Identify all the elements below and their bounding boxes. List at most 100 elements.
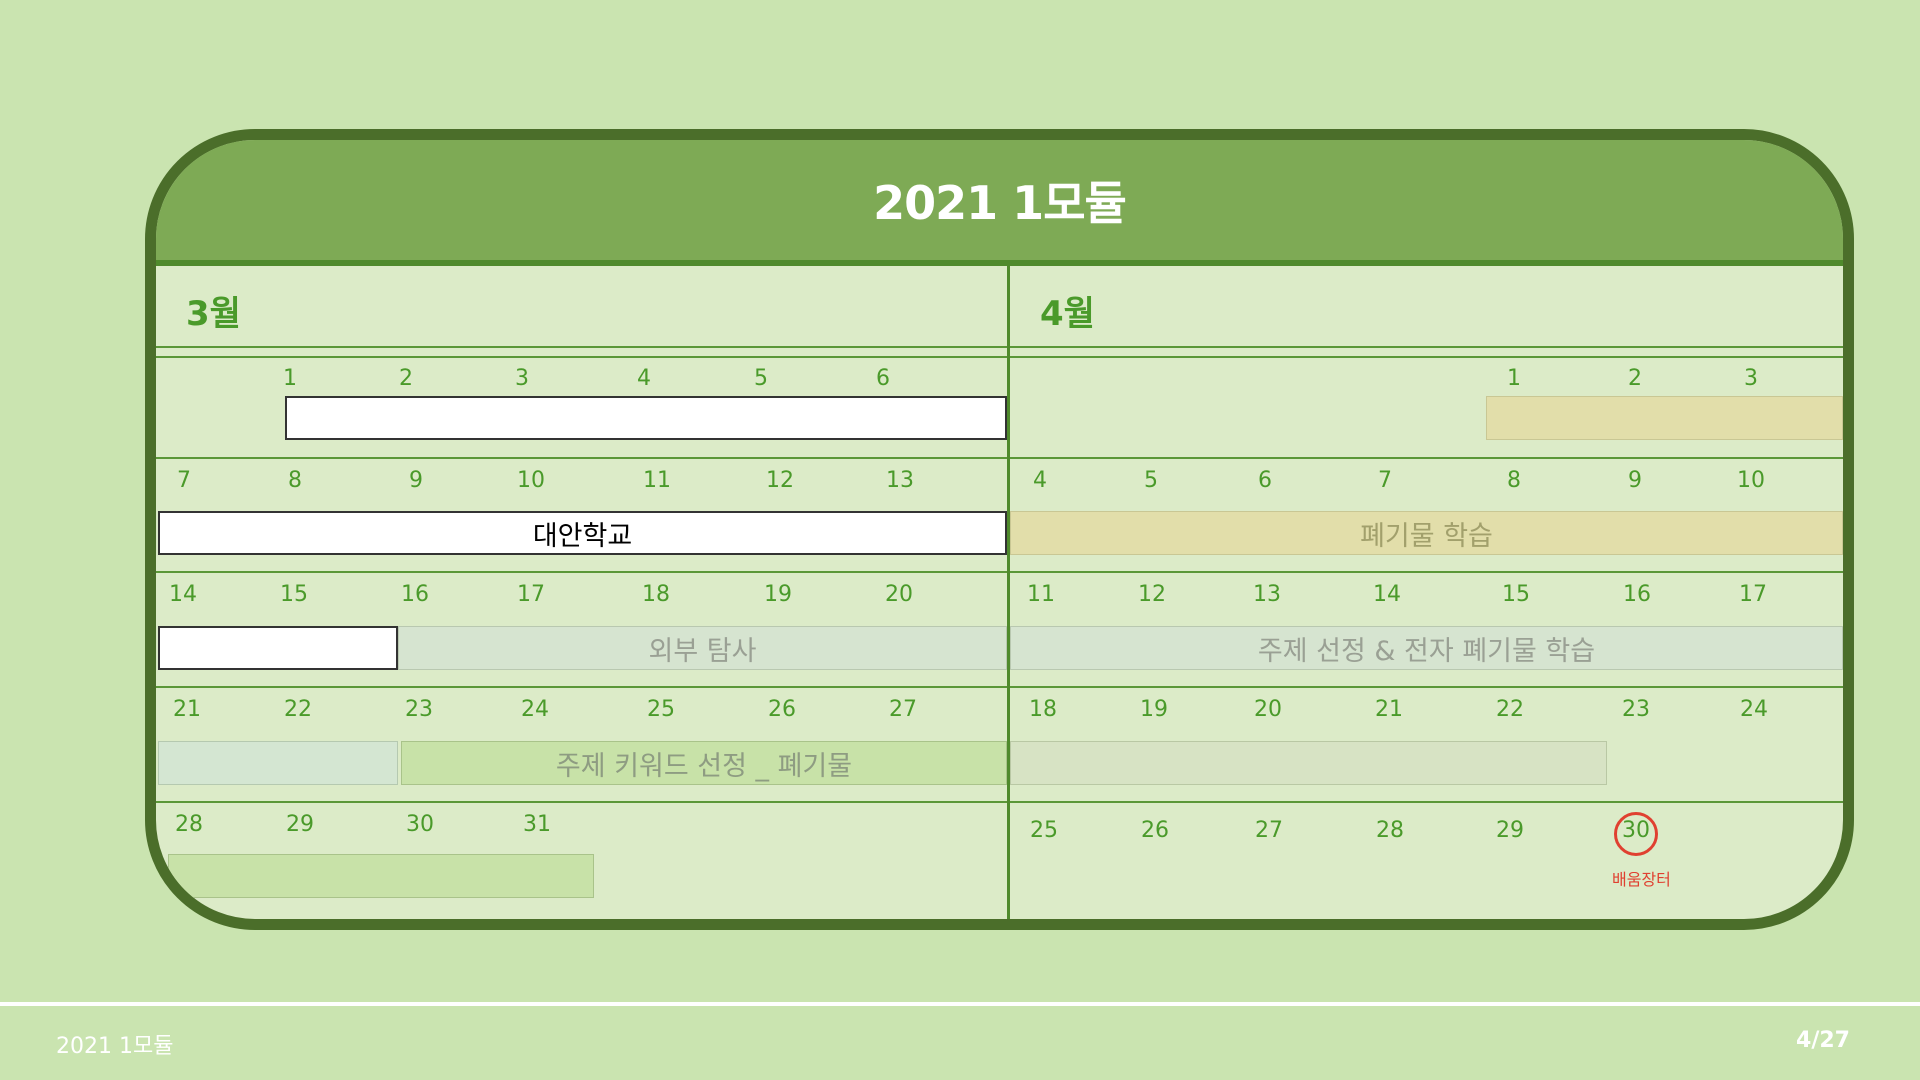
day-cell: 20 [1254,697,1282,722]
event-label: 주제 키워드 선정 _ 폐기물 [555,750,853,782]
day-cell: 28 [175,812,203,837]
month-label-april: 4월 [1040,294,1095,334]
day-cell: 28 [1376,818,1404,843]
divider-line [156,457,1007,459]
event-bar-blank[interactable] [168,854,594,898]
day-cell: 26 [768,697,796,722]
event-bar-blank[interactable] [158,741,398,785]
day-cell: 30 [406,812,434,837]
day-cell: 15 [1502,582,1530,607]
day-cell: 6 [876,366,890,391]
day-cell: 7 [1378,468,1392,493]
day-cell: 22 [284,697,312,722]
day-cell: 14 [1373,582,1401,607]
event-bar-waste-learning[interactable]: 폐기물 학습 [1010,511,1843,555]
day-cell: 2 [1628,366,1642,391]
day-cell: 5 [754,366,768,391]
event-bar-blank[interactable] [1010,741,1607,785]
divider-line [1010,457,1843,459]
divider-line [1010,356,1843,358]
event-bar-blank[interactable] [1486,396,1843,440]
month-divider [1007,266,1010,919]
event-bar-blank[interactable] [285,396,1007,440]
divider-line [156,801,1007,803]
day-cell: 12 [766,468,794,493]
day-cell: 24 [521,697,549,722]
month-label-march: 3월 [186,294,241,334]
day-cell: 27 [889,697,917,722]
event-bar-keyword-selection[interactable]: 주제 키워드 선정 _ 폐기물 [401,741,1007,785]
day-cell: 11 [1027,582,1055,607]
day-cell: 9 [409,468,423,493]
day-cell: 3 [515,366,529,391]
market-day-label: 배움장터 [1612,870,1671,889]
day-cell: 9 [1628,468,1642,493]
event-bar-outside-exploration[interactable]: 외부 탐사 [398,626,1007,670]
day-cell: 6 [1258,468,1272,493]
calendar-frame: 2021 1모듈 3월 1 2 3 4 5 6 7 8 9 10 11 12 1… [145,129,1854,930]
event-bar-blank[interactable] [158,626,398,670]
divider-line [1010,571,1843,573]
day-cell: 29 [1496,818,1524,843]
day-cell: 19 [1140,697,1168,722]
day-cell: 23 [405,697,433,722]
footer-title: 2021 1모듈 [56,1034,174,1059]
event-bar-daean-school[interactable]: 대안학교 [158,511,1007,555]
event-bar-topic-selection[interactable]: 주제 선정 & 전자 폐기물 학습 [1010,626,1843,670]
day-cell: 22 [1496,697,1524,722]
day-cell: 29 [286,812,314,837]
event-label: 주제 선정 & 전자 폐기물 학습 [1257,635,1596,667]
day-cell: 12 [1138,582,1166,607]
day-cell: 13 [886,468,914,493]
calendar-title: 2021 1모듈 [873,176,1127,230]
day-cell: 18 [642,582,670,607]
day-cell: 21 [1375,697,1403,722]
day-cell: 18 [1029,697,1057,722]
day-cell: 8 [1507,468,1521,493]
day-cell: 11 [643,468,671,493]
day-cell: 4 [1033,468,1047,493]
divider-line [156,356,1007,358]
event-label: 폐기물 학습 [1360,520,1493,552]
day-cell: 10 [1737,468,1765,493]
day-cell: 8 [288,468,302,493]
day-cell: 26 [1141,818,1169,843]
day-cell: 31 [523,812,551,837]
day-cell: 14 [169,582,197,607]
day-cell: 7 [177,468,191,493]
day-cell: 2 [399,366,413,391]
day-cell: 16 [1623,582,1651,607]
day-cell: 4 [637,366,651,391]
day-cell: 13 [1253,582,1281,607]
day-cell: 19 [764,582,792,607]
month-march: 3월 1 2 3 4 5 6 7 8 9 10 11 12 13 대안학교 14 [156,266,1007,919]
day-cell: 3 [1744,366,1758,391]
divider-line [1010,801,1843,803]
day-cell: 27 [1255,818,1283,843]
day-cell: 16 [401,582,429,607]
day-cell: 15 [280,582,308,607]
day-cell: 17 [1739,582,1767,607]
day-cell: 23 [1622,697,1650,722]
month-april: 4월 1 2 3 4 5 6 7 8 9 10 폐기물 학습 11 12 13 … [1010,266,1843,919]
divider-line [156,346,1007,348]
day-cell: 21 [173,697,201,722]
day-cell: 1 [283,366,297,391]
day-cell: 1 [1507,366,1521,391]
day-cell: 5 [1144,468,1158,493]
divider-line [156,686,1007,688]
highlight-circle [1614,812,1658,856]
footer-divider [0,1002,1920,1006]
calendar-header: 2021 1모듈 [156,140,1843,266]
page-number: 4/27 [1796,1028,1850,1053]
day-cell: 24 [1740,697,1768,722]
event-label: 외부 탐사 [648,635,757,667]
day-cell: 17 [517,582,545,607]
event-label: 대안학교 [532,520,633,552]
divider-line [156,571,1007,573]
day-cell: 25 [1030,818,1058,843]
divider-line [1010,686,1843,688]
day-cell: 25 [647,697,675,722]
day-cell: 10 [517,468,545,493]
divider-line [1010,346,1843,348]
